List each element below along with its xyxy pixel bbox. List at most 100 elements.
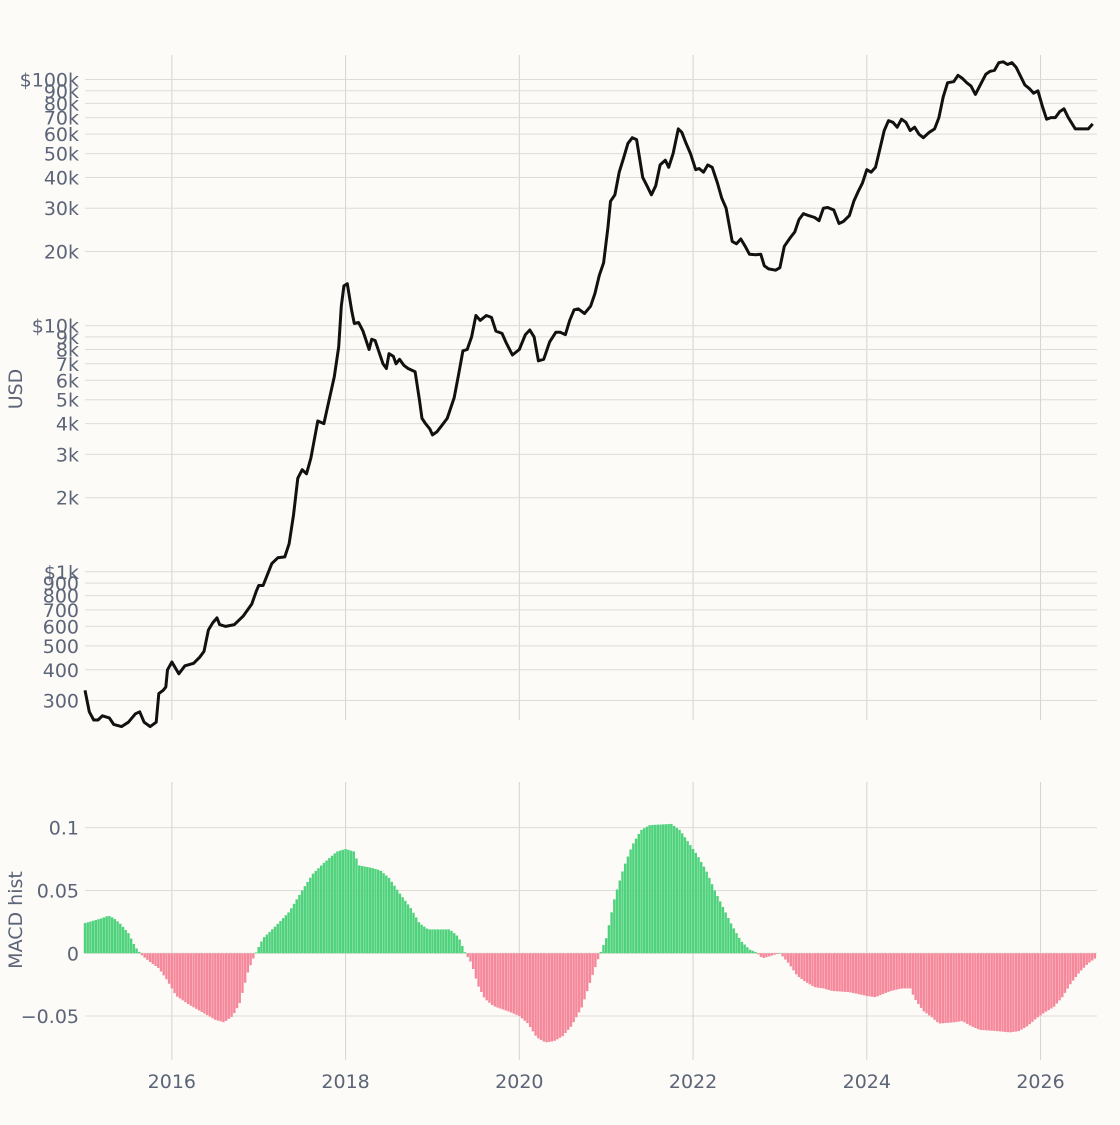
macd-bar	[290, 908, 293, 954]
macd-bar	[404, 900, 407, 954]
macd-bar	[409, 908, 412, 954]
macd-bar	[770, 953, 774, 956]
macd-bar	[762, 953, 765, 958]
macd-bar	[792, 953, 795, 971]
macd-bar	[841, 953, 844, 992]
macd-bar	[865, 953, 869, 996]
macd-bar	[800, 953, 803, 979]
macd-bar	[664, 824, 668, 954]
macd-bar	[634, 838, 638, 954]
macd-bar	[566, 953, 570, 1030]
macd-bar	[577, 953, 581, 1013]
macd-bar	[1001, 953, 1004, 1032]
macd-bar	[852, 953, 855, 994]
macd-bar	[909, 953, 912, 989]
macd-bar	[599, 951, 602, 954]
price-y-tick-label: 6k	[56, 370, 79, 392]
macd-bar	[401, 897, 404, 954]
macd-bar	[466, 953, 469, 958]
macd-bar	[933, 953, 936, 1020]
macd-bar	[805, 953, 809, 983]
macd-bar	[911, 953, 915, 995]
macd-bar	[325, 860, 328, 954]
macd-bar	[499, 953, 502, 1009]
macd-bar	[1017, 953, 1021, 1032]
price-y-tick-label: 2k	[56, 488, 79, 510]
macd-bar	[700, 861, 703, 954]
macd-bar	[1088, 953, 1091, 963]
macd-y-tick-labels: −0.05 0 0.05 0.1	[21, 818, 79, 1028]
price-y-tick-label: 5k	[56, 390, 79, 412]
macd-bar	[735, 933, 738, 954]
macd-bar	[279, 921, 282, 954]
macd-bar	[105, 916, 108, 954]
macd-bar	[311, 873, 315, 954]
macd-bar	[357, 865, 361, 954]
price-y-axis-label: USD	[5, 369, 27, 410]
macd-bar	[648, 825, 651, 954]
macd-bar	[157, 953, 160, 968]
macd-bar	[113, 919, 117, 954]
macd-bar	[241, 953, 244, 993]
macd-bar	[189, 953, 193, 1006]
macd-bar	[1058, 953, 1061, 1001]
macd-bar	[971, 953, 974, 1027]
macd-bar	[216, 953, 220, 1021]
macd-bar	[119, 923, 122, 954]
macd-bar	[281, 918, 285, 954]
macd-bar	[824, 953, 828, 990]
macd-bar	[523, 953, 526, 1021]
macd-bar	[230, 953, 233, 1017]
macd-bar	[108, 916, 111, 954]
macd-bar	[165, 953, 168, 980]
macd-bar	[390, 881, 393, 954]
macd-bar	[849, 953, 852, 993]
macd-bar	[786, 953, 790, 963]
macd-bar	[651, 825, 654, 954]
macd-bar	[732, 928, 735, 954]
macd-bar	[309, 877, 312, 954]
macd-bar	[1014, 953, 1018, 1032]
macd-bar	[89, 921, 92, 954]
macd-bar	[471, 953, 475, 970]
macd-bar	[917, 953, 920, 1004]
price-y-tick-label: $100k	[20, 69, 79, 91]
macd-bar	[672, 825, 676, 954]
macd-bar	[376, 869, 380, 954]
macd-bar	[594, 953, 597, 968]
macd-bar	[656, 824, 659, 954]
macd-bar	[860, 953, 863, 995]
macd-bar	[143, 953, 146, 958]
macd-bar	[873, 953, 877, 998]
macd-bar	[480, 953, 483, 992]
macd-bar	[97, 919, 100, 954]
macd-bar	[336, 851, 339, 954]
macd-bar	[382, 873, 385, 954]
macd-bar	[224, 953, 228, 1021]
macd-bar	[184, 953, 187, 1003]
macd-gridlines	[85, 782, 1097, 1060]
macd-bar	[433, 929, 437, 954]
macd-bar	[724, 912, 727, 954]
macd-bar	[328, 858, 331, 954]
macd-bar	[919, 953, 923, 1008]
macd-bar	[528, 953, 532, 1028]
macd-bar	[1077, 953, 1080, 974]
macd-bar	[526, 953, 529, 1024]
macd-bar	[879, 953, 882, 996]
price-y-tick-label: 40k	[44, 167, 79, 189]
macd-bar	[287, 912, 290, 954]
macd-bar	[203, 953, 206, 1014]
macd-bar	[881, 953, 885, 994]
macd-bar	[208, 953, 212, 1017]
macd-bar	[303, 886, 307, 954]
macd-bar	[819, 953, 822, 989]
macd-bar	[697, 857, 700, 954]
macd-bar	[233, 953, 236, 1014]
macd-bar	[900, 953, 904, 989]
price-y-tick-label: 70k	[44, 108, 79, 130]
macd-bar	[721, 906, 725, 954]
macd-bar	[776, 953, 779, 955]
macd-bar	[205, 953, 209, 1016]
